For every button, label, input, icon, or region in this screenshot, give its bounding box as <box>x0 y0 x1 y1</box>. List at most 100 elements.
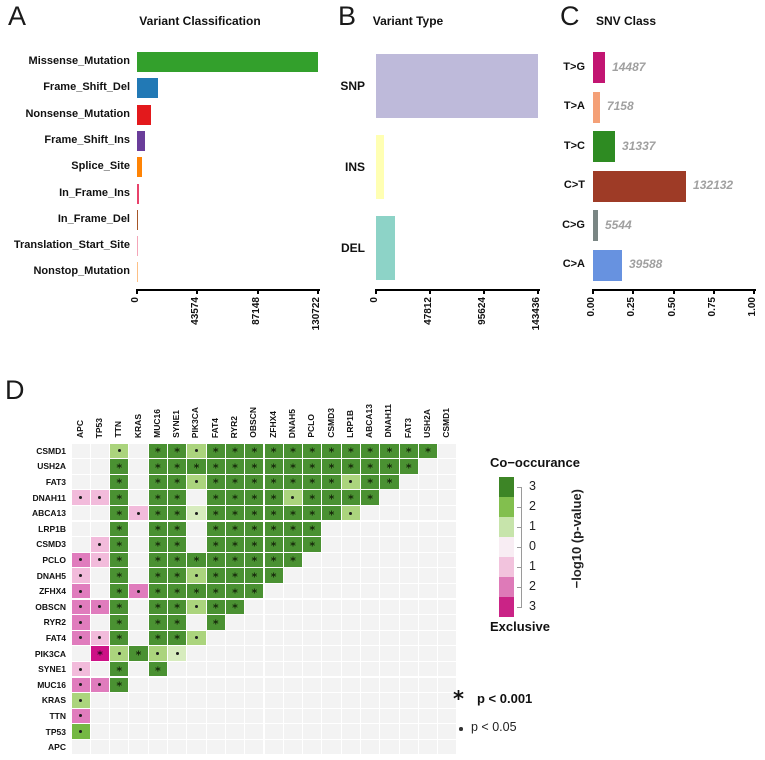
cell-dot-mark <box>291 496 295 500</box>
cell-asterisk-mark: * <box>212 601 219 615</box>
heatmap-cell-ryr2-syne1: * <box>168 615 187 630</box>
heatmap-cell-apc-tp53 <box>90 739 110 755</box>
heatmap-cell-lrp1b-zfhx4: * <box>264 521 283 537</box>
heatmap-cell-ryr2-abca13 <box>361 615 380 630</box>
heatmap-cell-csmd3-pclo: * <box>303 537 322 552</box>
heatmap-cell-zfhx4-syne1: * <box>168 583 187 599</box>
cell-dot-mark <box>98 496 102 500</box>
heatmap-cell-fat3-abca13: * <box>361 474 380 490</box>
cell-dot-mark <box>98 558 102 562</box>
heatmap-cell-abca13-dnah11 <box>380 505 399 521</box>
heatmap-cell-dnah11-zfhx4: * <box>264 490 283 505</box>
bar-frame_shift_del <box>137 78 158 99</box>
cell-dot-mark <box>79 605 83 609</box>
heatmap-cell-fat3-apc <box>71 474 90 490</box>
heatmap-col-label-lrp1b: LRP1B <box>344 410 355 438</box>
heatmap-cell-pclo-dnah11 <box>380 552 399 568</box>
bar-category-label-nonstop_mutation: Nonstop_Mutation <box>33 265 130 278</box>
cell-asterisk-mark: * <box>386 476 393 490</box>
heatmap-cell-ttn-fat3 <box>399 708 418 724</box>
heatmap-cell-muc16-pclo <box>303 677 322 693</box>
heatmap-cell-csmd3-obscn: * <box>245 537 264 552</box>
cell-asterisk-mark: * <box>116 617 123 631</box>
heatmap-cell-lrp1b-pclo: * <box>303 521 322 537</box>
cell-dot-mark <box>98 683 102 687</box>
legend-tick-label: 1 <box>529 519 536 533</box>
cell-asterisk-mark: * <box>154 570 161 584</box>
cell-dot-mark <box>117 449 121 453</box>
heatmap-cell-fat3-pclo: * <box>303 474 322 490</box>
heatmap-cell-obscn-muc16: * <box>148 599 167 615</box>
heatmap-cell-lrp1b-dnah11 <box>380 521 399 537</box>
heatmap-cell-zfhx4-ush2a <box>418 583 438 599</box>
heatmap-cell-apc-syne1 <box>168 739 187 755</box>
bar-category-label-translation_start_site: Translation_Start_Site <box>13 239 130 252</box>
cell-asterisk-mark: * <box>347 492 354 506</box>
cell-asterisk-mark: * <box>290 445 296 459</box>
heatmap-cell-dnah5-syne1: * <box>168 568 187 583</box>
bar-category-label-t>a: T>A <box>563 100 585 112</box>
heatmap-cell-muc16-dnah11 <box>380 677 399 693</box>
heatmap-cell-obscn-ush2a <box>418 599 438 615</box>
heatmap-cell-zfhx4-lrp1b <box>341 583 360 599</box>
cell-asterisk-mark: * <box>251 445 258 459</box>
heatmap-cell-csmd3-pik3ca <box>187 537 206 552</box>
heatmap-row-label-dnah11: DNAH11 <box>32 492 66 503</box>
cell-asterisk-mark: * <box>270 508 277 522</box>
heatmap-col-label-ttn: TTN <box>113 421 124 438</box>
heatmap-col-label-dnah11: DNAH11 <box>383 404 394 438</box>
heatmap-cell-dnah5-dnah5 <box>283 568 303 583</box>
cell-asterisk-mark: * <box>251 554 258 568</box>
x-tick-label: 87148 <box>250 297 262 325</box>
heatmap-cell-pik3ca-obscn <box>245 646 264 661</box>
heatmap-col-label-muc16: MUC16 <box>151 409 162 438</box>
heatmap-cell-csmd1-zfhx4: * <box>264 443 283 459</box>
heatmap-cell-pclo-apc <box>71 552 90 568</box>
heatmap-cell-obscn-kras <box>129 599 148 615</box>
heatmap-cell-lrp1b-fat3 <box>399 521 418 537</box>
heatmap-cell-ryr2-lrp1b <box>341 615 360 630</box>
heatmap-cell-dnah5-csmd3 <box>322 568 341 583</box>
cell-asterisk-mark: * <box>309 461 316 475</box>
cell-asterisk-mark: * <box>290 508 296 522</box>
heatmap-cell-fat3-csmd1 <box>438 474 457 490</box>
heatmap-cell-ryr2-csmd1 <box>438 615 457 630</box>
cell-asterisk-mark: * <box>328 461 335 475</box>
heatmap-cell-csmd1-pclo: * <box>303 443 322 459</box>
heatmap-cell-kras-fat3 <box>399 693 418 708</box>
cell-dot-mark <box>79 730 83 734</box>
heatmap-cell-obscn-pclo <box>303 599 322 615</box>
heatmap-cell-fat3-fat3 <box>399 474 418 490</box>
heatmap-cell-pclo-csmd3 <box>322 552 341 568</box>
x-tick-label: 0.00 <box>586 297 597 317</box>
heatmap-cell-kras-lrp1b <box>341 693 360 708</box>
x-tick-label: 43574 <box>190 297 202 325</box>
bar-category-label-t>c: T>C <box>563 139 585 152</box>
bar-category-label-t>g: T>G <box>563 60 585 73</box>
cell-asterisk-mark: * <box>232 508 238 522</box>
heatmap-cell-pik3ca-csmd3 <box>322 646 341 661</box>
heatmap-cell-dnah5-muc16: * <box>148 568 167 584</box>
heatmap-cell-tp53-abca13 <box>361 724 380 739</box>
heatmap-cell-zfhx4-tp53 <box>90 583 110 599</box>
bar-c>g <box>593 210 598 241</box>
heatmap-cell-ttn-pik3ca <box>187 708 206 724</box>
cell-asterisk-mark: * <box>212 554 219 568</box>
heatmap-cell-dnah5-dnah11 <box>380 568 399 583</box>
heatmap-cell-csmd1-dnah11: * <box>380 443 399 459</box>
x-axis-tick <box>592 289 594 294</box>
heatmap-cell-fat4-tp53 <box>90 630 110 646</box>
heatmap-cell-ryr2-dnah5 <box>283 615 303 630</box>
x-axis-tick <box>483 289 485 294</box>
heatmap-cell-dnah5-tp53 <box>90 568 110 583</box>
heatmap-cell-ush2a-fat4: * <box>206 459 225 474</box>
heatmap-cell-tp53-ush2a <box>418 724 438 739</box>
heatmap-cell-apc-obscn <box>245 739 264 755</box>
heatmap-cell-fat3-syne1: * <box>168 474 187 490</box>
heatmap-cell-ush2a-ryr2: * <box>225 459 245 474</box>
heatmap-row-label-fat4: FAT4 <box>45 633 66 643</box>
cell-asterisk-mark: * <box>212 539 219 553</box>
heatmap-col-label-obscn: OBSCN <box>248 407 259 438</box>
heatmap-cell-fat3-fat4: * <box>206 474 225 490</box>
cell-dot-mark <box>79 636 83 640</box>
